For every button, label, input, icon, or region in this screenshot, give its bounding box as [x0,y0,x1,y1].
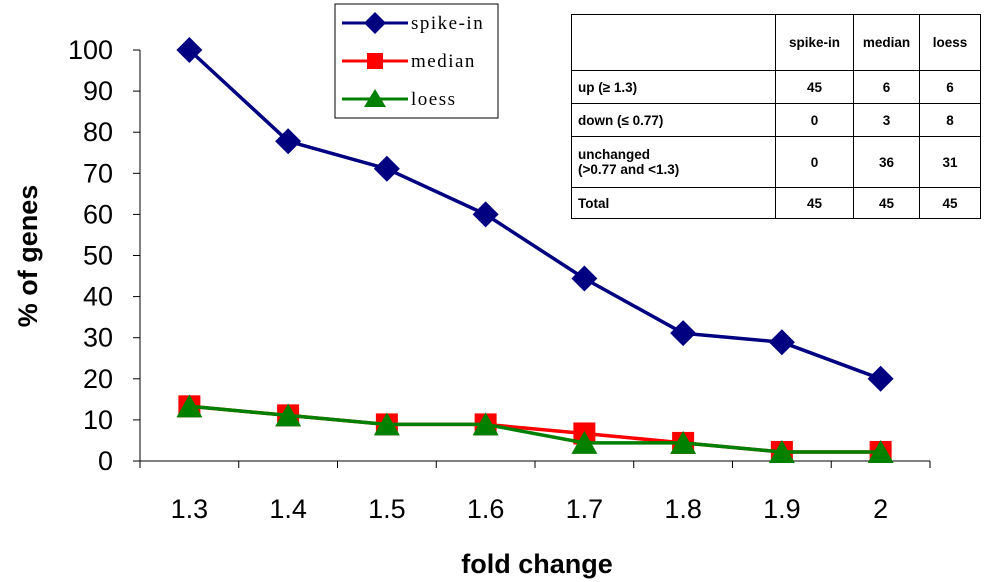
y-tick-label: 10 [83,405,113,435]
legend-item-spike-in: spike-in [342,12,484,34]
table-cell: 6 [919,70,981,104]
table-row-label: up (≥ 1.3) [571,70,776,104]
x-tick-label: 1.8 [664,494,702,524]
table-row: down (≤ 0.77) 0 3 8 [571,103,981,137]
table-row-label-line2: (>0.77 and <1.3) [578,162,680,177]
legend-item-loess: loess [342,89,457,110]
table-header-spike-in: spike-in [775,14,854,71]
y-tick-label: 80 [83,117,113,147]
table-cell: 6 [853,70,920,104]
series-line-loess [189,404,881,454]
data-point-loess [275,403,302,427]
series-line-spike-in [188,48,882,381]
data-point-spike-in [275,128,302,155]
data-point-loess [373,412,400,436]
y-tick-label: 50 [83,241,113,271]
data-point-spike-in [670,320,697,347]
series-layer [176,37,894,463]
series-loess [176,394,894,463]
table-row: unchanged (>0.77 and <1.3) 0 36 31 [571,136,981,188]
table-cell: 0 [775,103,854,137]
x-tick-label: 1.3 [171,494,209,524]
y-tick-label: 20 [83,364,113,394]
x-tick-label: 1.4 [269,494,307,524]
data-point-loess [472,412,499,436]
table-header-loess: loess [919,14,981,71]
table-row: up (≥ 1.3) 45 6 6 [571,70,981,104]
y-tick-label: 100 [68,35,113,65]
y-tick-label: 90 [83,76,113,106]
table-cell: 36 [853,136,920,188]
data-point-spike-in [571,265,598,292]
x-tick-label: 1.6 [467,494,505,524]
x-axis-title: fold change [461,549,613,579]
square-marker-icon [367,53,383,69]
table-cell: 3 [853,103,920,137]
data-point-spike-in [176,37,203,63]
data-point-spike-in [373,155,400,182]
diamond-marker-icon [364,12,386,34]
legend-label-median: median [411,51,476,72]
data-point-spike-in [867,365,894,392]
table-row-label: unchanged (>0.77 and <1.3) [571,136,776,188]
y-tick-label: 0 [98,446,113,476]
y-tick-label: 30 [83,323,113,353]
table-cell: 8 [919,103,981,137]
table-cell: 45 [775,187,854,219]
data-point-loess [867,439,894,463]
table-cell: 0 [775,136,854,188]
y-tick-label: 60 [83,199,113,229]
axes [133,49,931,468]
table-cell: 31 [919,136,981,188]
legend-label-loess: loess [411,89,457,110]
x-tick-label: 1.7 [566,494,604,524]
triangle-marker-icon [364,89,386,107]
data-point-loess [571,430,598,454]
table-row: Total 45 45 45 [571,187,981,219]
table-row-label-line1: unchanged [578,147,651,162]
data-point-loess [176,394,203,418]
table-header-median: median [853,14,920,71]
x-tick-label: 1.5 [368,494,406,524]
legend-item-median: median [342,51,476,72]
x-tick-label: 2 [873,494,888,524]
table-cell: 45 [775,70,854,104]
y-tick-label: 70 [83,158,113,188]
table-row-label: Total [571,187,776,219]
table-header-corner [571,14,776,71]
legend: spike-in median loess [334,3,499,119]
table-header-row: spike-in median loess [571,14,981,71]
data-point-spike-in [768,329,795,356]
data-point-spike-in [472,201,499,228]
legend-label-spike-in: spike-in [411,13,484,34]
data-point-loess [670,430,697,454]
table-cell: 45 [853,187,920,219]
y-axis-title: % of genes [13,185,43,328]
series-spike-in [176,37,894,392]
y-tick-label: 40 [83,282,113,312]
x-tick-label: 1.9 [763,494,801,524]
table-cell: 45 [919,187,981,219]
summary-table: spike-in median loess up (≥ 1.3) 45 6 6 … [571,14,981,219]
table-row-label: down (≤ 0.77) [571,103,776,137]
data-point-loess [768,439,795,463]
